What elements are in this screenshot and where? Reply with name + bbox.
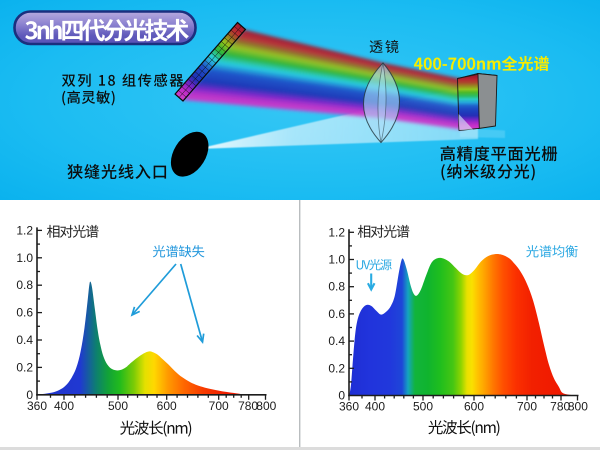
svg-text:1.0: 1.0 (16, 251, 33, 265)
svg-text:500: 500 (413, 400, 433, 414)
svg-text:1.2: 1.2 (328, 225, 345, 239)
svg-text:800: 800 (568, 400, 588, 414)
svg-text:400: 400 (365, 400, 385, 414)
svg-text:0.2: 0.2 (16, 360, 33, 374)
svg-text:0: 0 (26, 388, 33, 402)
svg-text:0.6: 0.6 (328, 307, 345, 321)
svg-text:360: 360 (27, 399, 47, 413)
svg-text:780: 780 (550, 400, 570, 414)
svg-text:0.4: 0.4 (328, 334, 345, 348)
svg-text:600: 600 (157, 399, 177, 413)
svg-text:600: 600 (464, 400, 484, 414)
svg-text:0: 0 (338, 389, 345, 403)
svg-text:1.2: 1.2 (16, 223, 33, 237)
svg-text:780: 780 (238, 399, 258, 413)
svg-text:0.8: 0.8 (328, 280, 345, 294)
svg-text:0.4: 0.4 (16, 333, 33, 347)
svg-text:700: 700 (209, 399, 229, 413)
svg-text:0.6: 0.6 (16, 306, 33, 320)
svg-text:400: 400 (54, 399, 74, 413)
svg-text:500: 500 (108, 399, 128, 413)
svg-text:0.2: 0.2 (328, 361, 345, 375)
svg-text:700: 700 (517, 400, 537, 414)
svg-text:800: 800 (256, 399, 276, 413)
svg-text:360: 360 (339, 400, 359, 414)
svg-text:0.8: 0.8 (16, 278, 33, 292)
svg-text:1.0: 1.0 (328, 253, 345, 267)
